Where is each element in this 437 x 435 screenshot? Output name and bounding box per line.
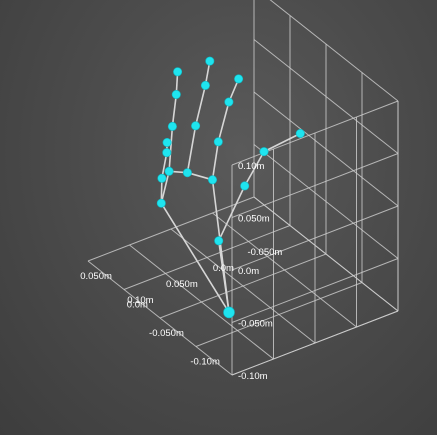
keypoint-8 <box>234 74 244 84</box>
floor-gridline-25 <box>231 310 399 376</box>
side-wall-gridline-16 <box>253 144 399 259</box>
keypoint-1 <box>214 236 224 246</box>
y-tick-label-1: 0.0m <box>127 299 148 310</box>
keypoint-3 <box>259 147 269 157</box>
z-tick-label-4: -0.10m <box>238 371 268 382</box>
keypoint-5 <box>208 175 218 185</box>
back-wall-gridline-8 <box>231 153 399 218</box>
keypoint-7 <box>224 97 234 107</box>
keypoint-6 <box>213 137 223 147</box>
side-wall-gridline-17 <box>253 91 399 207</box>
axis-tick-labels: 0.10m 0.050m 0.0m -0.050m -0.10m 0.10m 0.050m 0… <box>80 161 282 382</box>
bone-0-5 <box>211 179 230 313</box>
side-wall-gridline-19 <box>269 0 399 102</box>
keypoint-16 <box>173 67 183 77</box>
y-tick-label-0: 0.050m <box>80 271 112 282</box>
keypoint-0 <box>223 306 235 319</box>
keypoint-20 <box>162 138 172 148</box>
back-wall-gridline-6 <box>231 258 399 323</box>
bone-2-3 <box>244 151 265 187</box>
z-tick-label-2: 0.0m <box>238 266 259 277</box>
x-tick-label-1: 0.050m <box>166 279 198 290</box>
keypoint-15 <box>171 90 181 100</box>
keypoint-18 <box>157 173 167 183</box>
bone-13-17 <box>160 171 170 204</box>
keypoint-14 <box>167 121 177 131</box>
keypoint-17 <box>156 198 166 208</box>
back-wall-gridline-7 <box>231 205 399 271</box>
bone-5-6 <box>211 141 220 180</box>
keypoint-12 <box>205 56 215 66</box>
floor-gridline-26 <box>195 282 363 347</box>
keypoint-2 <box>240 181 250 191</box>
x-tick-label-3: -0.050m <box>247 247 282 258</box>
keypoint-13 <box>164 166 174 176</box>
floor-gridline-27 <box>159 253 327 319</box>
bone-10-11 <box>194 85 207 126</box>
keypoint-9 <box>182 168 192 178</box>
keypoint-19 <box>162 148 172 158</box>
x-tick-label-2: 0.0m <box>213 263 234 274</box>
z-tick-label-3: -0.050m <box>238 319 273 330</box>
keypoint-4 <box>295 129 305 139</box>
bone-0-17 <box>160 202 230 313</box>
floor-gridline-29 <box>87 196 255 262</box>
side-wall-gridline-18 <box>253 39 399 154</box>
bone-13-14 <box>168 126 174 172</box>
axis-box-grid <box>87 0 399 376</box>
bone-3-4 <box>263 132 301 153</box>
bone-1-2 <box>217 185 246 242</box>
hand-keypoints <box>156 56 305 319</box>
y-tick-label-3: -0.10m <box>190 356 220 367</box>
bone-6-7 <box>217 101 230 143</box>
keypoint-11 <box>200 80 210 90</box>
back-wall-gridline-9 <box>231 100 399 166</box>
z-tick-label-1: 0.050m <box>238 214 270 225</box>
y-tick-label-2: -0.050m <box>149 328 184 339</box>
x-tick-label-0: 0.10m <box>127 295 153 306</box>
keypoint-10 <box>191 121 201 131</box>
z-tick-label-0: 0.10m <box>238 161 264 172</box>
bone-14-15 <box>171 94 178 127</box>
floor-gridline-28 <box>123 225 291 290</box>
bone-9-10 <box>186 125 197 173</box>
